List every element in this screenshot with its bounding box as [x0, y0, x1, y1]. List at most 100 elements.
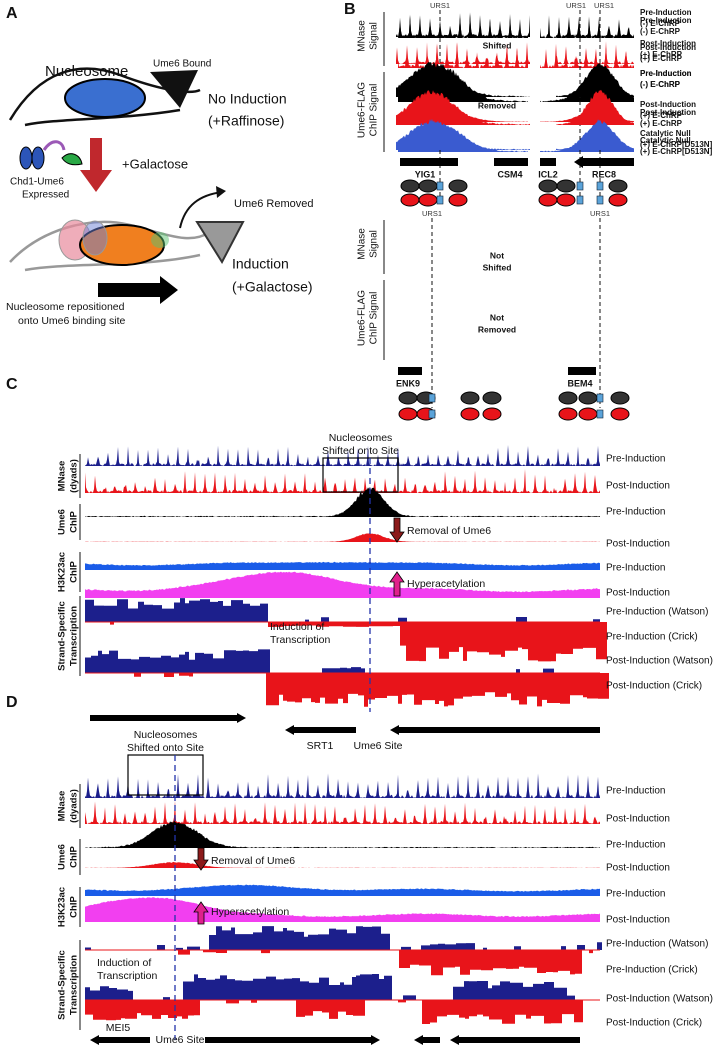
annotation: Induction of — [97, 957, 151, 969]
nucleosome-icon — [538, 193, 558, 207]
mnase-track — [85, 445, 600, 466]
chip-track — [85, 533, 600, 542]
mnase-track — [556, 46, 634, 64]
urs-site — [576, 181, 584, 191]
axis-label: Transcription — [69, 606, 80, 666]
track-label: Pre-Induction — [606, 454, 665, 465]
nucleosome-icon — [578, 407, 598, 421]
annotation: Removed — [478, 324, 516, 334]
annotation: Removed — [478, 100, 516, 110]
chd1-icon — [19, 146, 33, 170]
site-label: URS1 — [566, 1, 586, 10]
track-label: Post-Induction — [606, 481, 670, 492]
annotation: Transcription — [97, 970, 157, 982]
axis-label: ChIP — [69, 896, 80, 918]
transcription-track — [110, 622, 607, 662]
axis-label: H3K23ac — [57, 552, 68, 592]
label: Nucleosome repositioned — [6, 301, 125, 313]
chd1-ghost — [151, 232, 169, 248]
track-label: Pre-Induction (Watson) — [606, 607, 708, 618]
track-label: Pre-Induction — [606, 507, 665, 518]
transcription-track — [85, 1000, 583, 1024]
axis-label: MNase — [57, 461, 68, 492]
nucleosome-icon — [558, 407, 578, 421]
condition-label: (-) E-ChRP — [640, 27, 681, 36]
nucleosome-icon — [400, 193, 420, 207]
urs-site — [436, 181, 444, 191]
track-label: Pre-Induction (Watson) — [606, 939, 708, 950]
axis-label: MNase — [57, 791, 68, 822]
gene-label: REC8 — [592, 169, 616, 179]
ume6-removed — [195, 221, 245, 265]
nucleosome-icon — [418, 193, 438, 207]
axis-label: Transcription — [69, 955, 80, 1015]
urs-site — [596, 195, 604, 205]
axis-label: ChIP — [69, 511, 80, 533]
track-label: Post-Induction (Watson) — [606, 994, 713, 1005]
condition-label: (-) E-ChRP — [640, 80, 681, 89]
annotation: Not — [490, 250, 504, 260]
chd1-linker — [42, 140, 66, 151]
panel-label: D — [6, 694, 18, 711]
nucleosome-icon — [400, 179, 420, 193]
transcription-track — [134, 673, 609, 707]
annotation: Not — [490, 312, 504, 322]
mnase-track — [85, 469, 600, 493]
gene-arrow — [574, 156, 634, 168]
gene-arrow — [568, 367, 596, 375]
nucleosome-icon — [418, 179, 438, 193]
mnase-track — [396, 14, 530, 37]
track-label: Post-Induction — [606, 915, 670, 926]
condition-label: (+) E-ChRP[D513N] — [640, 140, 713, 149]
condition-label: (+) E-ChRP — [640, 119, 683, 128]
label: Chd1-Ume6 — [10, 177, 64, 188]
condition-label: Post-Induction — [640, 100, 696, 109]
annotation: Induction of — [270, 621, 324, 633]
axis-label: ChIP Signal — [369, 84, 380, 137]
ume6-dbd — [61, 153, 83, 166]
nucleosome-icon — [556, 193, 576, 207]
label: Expressed — [22, 190, 69, 201]
condition-label: (+) E-ChRP — [640, 54, 683, 63]
red-arrow — [80, 138, 112, 192]
gene-arrow — [540, 158, 556, 166]
track-label: Post-Induction — [606, 814, 670, 825]
label: Ume6 Bound — [153, 59, 211, 70]
nucleosome-icon — [558, 391, 578, 405]
panel-label: B — [344, 1, 356, 18]
urs-site — [576, 195, 584, 205]
label: Ume6 Removed — [234, 198, 313, 210]
nucleosome-icon — [448, 193, 468, 207]
hyper-arrow — [389, 571, 405, 597]
chip-track — [556, 62, 634, 97]
site-label: URS1 — [594, 1, 614, 10]
black-arrow — [98, 276, 178, 304]
track-label: Pre-Induction (Crick) — [606, 632, 698, 643]
nucleosome-icon — [398, 391, 418, 405]
gene-arrow — [400, 158, 458, 166]
mnase-track — [398, 12, 528, 38]
site-label: Ume6 Site — [353, 740, 402, 752]
gene-arrow — [494, 158, 528, 166]
mnase-track — [396, 42, 530, 64]
track-label: Post-Induction — [606, 863, 670, 874]
panel-label: C — [6, 376, 18, 393]
nucleosome-icon — [482, 391, 502, 405]
condition-label: Pre-Induction — [640, 16, 692, 25]
annotation: Shifted — [483, 40, 512, 50]
axis-label: Signal — [369, 22, 380, 50]
gene-label: SRT1 — [307, 740, 334, 752]
track-label: Post-Induction — [606, 539, 670, 550]
mnase-track — [85, 800, 600, 824]
nucleosome-icon — [398, 407, 418, 421]
nucleosome-icon — [482, 407, 502, 421]
urs-site — [596, 181, 604, 191]
box-title: Nucleosomes — [329, 432, 393, 444]
nucleosome-icon — [610, 391, 630, 405]
gene-arrow — [285, 725, 356, 735]
gene-arrow — [205, 1035, 380, 1045]
axis-label: ChIP Signal — [369, 292, 380, 345]
axis-label: Ume6 — [57, 844, 68, 870]
nucleosome-icon — [608, 193, 628, 207]
